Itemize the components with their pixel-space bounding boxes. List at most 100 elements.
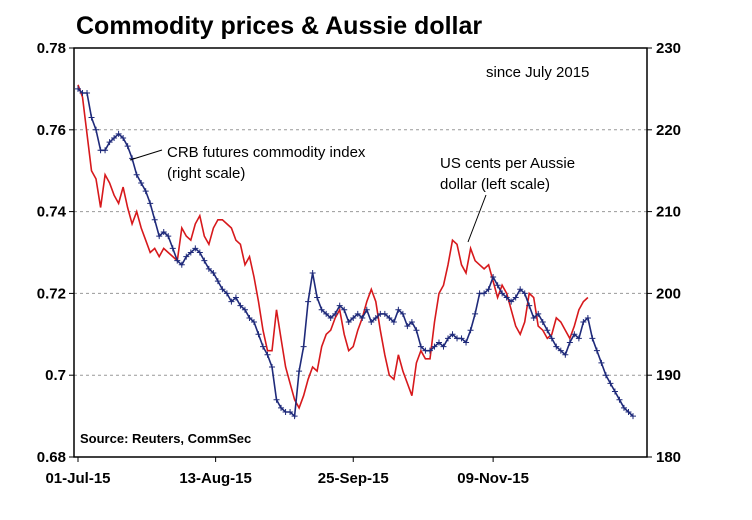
crb-point — [539, 319, 546, 326]
crb-point — [223, 290, 230, 297]
crb-point — [530, 314, 537, 321]
crb-point — [287, 409, 294, 416]
crb-point — [593, 347, 600, 354]
crb-point — [571, 331, 578, 338]
legend-aud-line2: dollar (left scale) — [440, 176, 550, 193]
legend-aud-pointer — [467, 194, 487, 243]
crb-point — [395, 306, 402, 313]
crb-point — [205, 265, 212, 272]
crb-point — [309, 269, 316, 276]
x-tick-label: 25-Sep-15 — [318, 470, 389, 487]
crb-point — [481, 290, 488, 297]
crb-point — [368, 319, 375, 326]
crb-point — [260, 343, 266, 350]
crb-point — [359, 314, 366, 321]
right-tick-label: 230 — [656, 40, 681, 57]
crb-point — [426, 347, 433, 354]
crb-point — [381, 310, 388, 317]
crb-point — [499, 290, 506, 297]
crb-point — [210, 269, 217, 276]
crb-point — [133, 171, 140, 178]
crb-point — [296, 368, 303, 375]
crb-point — [607, 380, 614, 387]
crb-point — [630, 413, 636, 420]
crb-point — [264, 351, 271, 358]
crb-point — [187, 249, 194, 256]
legend-crb-line1: CRB futures commodity index — [167, 144, 366, 161]
right-tick-label: 180 — [656, 449, 681, 466]
crb-point — [93, 126, 100, 133]
crb-point — [192, 245, 199, 252]
crb-point — [241, 306, 248, 313]
crb-point — [314, 294, 321, 301]
crb-point — [214, 278, 221, 285]
crb-point — [490, 274, 497, 281]
x-tick-label: 09-Nov-15 — [457, 470, 529, 487]
crb-point — [102, 147, 109, 154]
crb-point — [548, 335, 555, 342]
crb-point — [580, 319, 587, 326]
left-tick-label: 0.72 — [37, 285, 66, 302]
crb-point — [472, 310, 479, 317]
chart-title: Commodity prices & Aussie dollar — [76, 12, 482, 40]
crb-point — [115, 130, 122, 137]
crb-point — [512, 294, 519, 301]
left-tick-label: 0.74 — [37, 204, 67, 221]
crb-point — [160, 229, 167, 236]
crb-point — [120, 134, 127, 141]
crb-point — [169, 245, 176, 252]
plot-frame — [73, 47, 648, 458]
left-tick-label: 0.78 — [37, 40, 66, 57]
crb-point — [291, 413, 298, 420]
series-aud-line — [77, 84, 589, 410]
crb-point — [341, 306, 348, 313]
crb-point — [485, 286, 492, 293]
crb-point — [408, 319, 415, 326]
crb-point — [535, 310, 542, 317]
crb-point — [445, 335, 451, 342]
crb-point — [232, 294, 239, 301]
crb-point — [435, 339, 442, 346]
crb-point — [88, 114, 95, 121]
crb-point — [467, 327, 474, 334]
left-axis-ticks: 0.68 0.7 0.72 0.74 0.76 0.78 — [37, 40, 74, 466]
right-tick-label: 220 — [656, 122, 681, 139]
crb-point — [111, 134, 118, 141]
crb-point — [517, 286, 524, 293]
crb-point — [350, 314, 357, 321]
crb-point — [431, 343, 438, 350]
crb-point — [404, 323, 411, 330]
crb-point — [372, 314, 379, 321]
x-tick-label: 01-Jul-15 — [45, 470, 110, 487]
crb-point — [106, 139, 113, 146]
crb-point — [273, 396, 280, 403]
crb-point — [584, 314, 591, 321]
crb-point — [305, 298, 312, 305]
crb-point — [566, 339, 573, 346]
crb-point — [156, 233, 163, 240]
crb-point — [390, 319, 397, 326]
crb-point — [494, 282, 501, 289]
crb-point — [228, 298, 235, 305]
crb-point — [246, 314, 253, 321]
x-axis-ticks: 01-Jul-15 13-Aug-15 25-Sep-15 09-Nov-15 — [45, 457, 529, 487]
right-axis-ticks: 180 190 200 210 220 230 — [647, 40, 681, 466]
crb-point — [458, 335, 465, 342]
crb-point — [183, 253, 190, 260]
crb-point — [620, 404, 627, 411]
right-tick-label: 210 — [656, 204, 681, 221]
crb-point — [196, 249, 203, 256]
crb-point — [255, 331, 262, 338]
series-layer — [75, 84, 636, 420]
crb-point — [363, 306, 370, 313]
crb-point — [449, 331, 456, 338]
crb-point — [84, 89, 91, 96]
crb-point — [503, 294, 510, 301]
right-tick-label: 190 — [656, 367, 681, 384]
legend-crb-line2: (right scale) — [167, 165, 245, 182]
crb-point — [124, 143, 131, 150]
crb-point — [142, 188, 149, 195]
crb-point — [354, 310, 361, 317]
crb-point — [300, 343, 307, 350]
crb-point — [269, 364, 276, 371]
